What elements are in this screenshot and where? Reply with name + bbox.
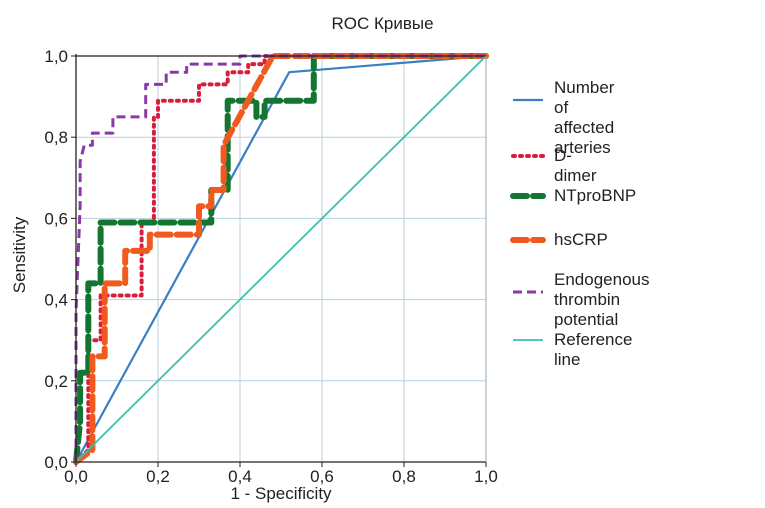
series-line-4 [74, 54, 486, 462]
y-tick-label: 0,4 [44, 291, 68, 310]
y-tick-label: 0,0 [44, 453, 68, 472]
y-tick-label: 1,0 [44, 47, 68, 66]
legend-swatch [511, 154, 545, 158]
legend-label: Reference line [554, 330, 633, 369]
legend-swatch [513, 98, 543, 102]
legend-label: D-dimer [554, 146, 597, 185]
legend-swatch [510, 237, 546, 243]
chart-title: ROC Кривые [331, 14, 434, 33]
legend-label: NTproBNP [554, 186, 637, 205]
y-tick-label: 0,2 [44, 372, 68, 391]
x-axis-label: 1 - Specificity [230, 484, 332, 503]
y-tick-label: 0,6 [44, 209, 68, 228]
legend-label: hsCRP [554, 230, 608, 249]
x-tick-label: 0,0 [64, 467, 88, 486]
legend-label: Number of affected arteries [554, 78, 615, 157]
legend-label: Endogenous thrombin potential [554, 270, 650, 329]
x-tick-label: 0,8 [392, 467, 416, 486]
series-line-0 [75, 54, 487, 463]
series-line-1 [74, 54, 488, 464]
legend-swatch [510, 193, 546, 199]
x-tick-label: 1,0 [474, 467, 498, 486]
legend-swatch [513, 339, 543, 341]
x-tick-label: 0,2 [146, 467, 170, 486]
series-line-5 [75, 55, 487, 463]
x-tick-label: 0,6 [310, 467, 334, 486]
y-tick-label: 0,8 [44, 128, 68, 147]
y-axis-label: Sensitivity [10, 216, 29, 294]
series-line-3 [73, 53, 489, 465]
x-tick-label: 0,4 [228, 467, 252, 486]
legend-swatch [513, 290, 543, 294]
